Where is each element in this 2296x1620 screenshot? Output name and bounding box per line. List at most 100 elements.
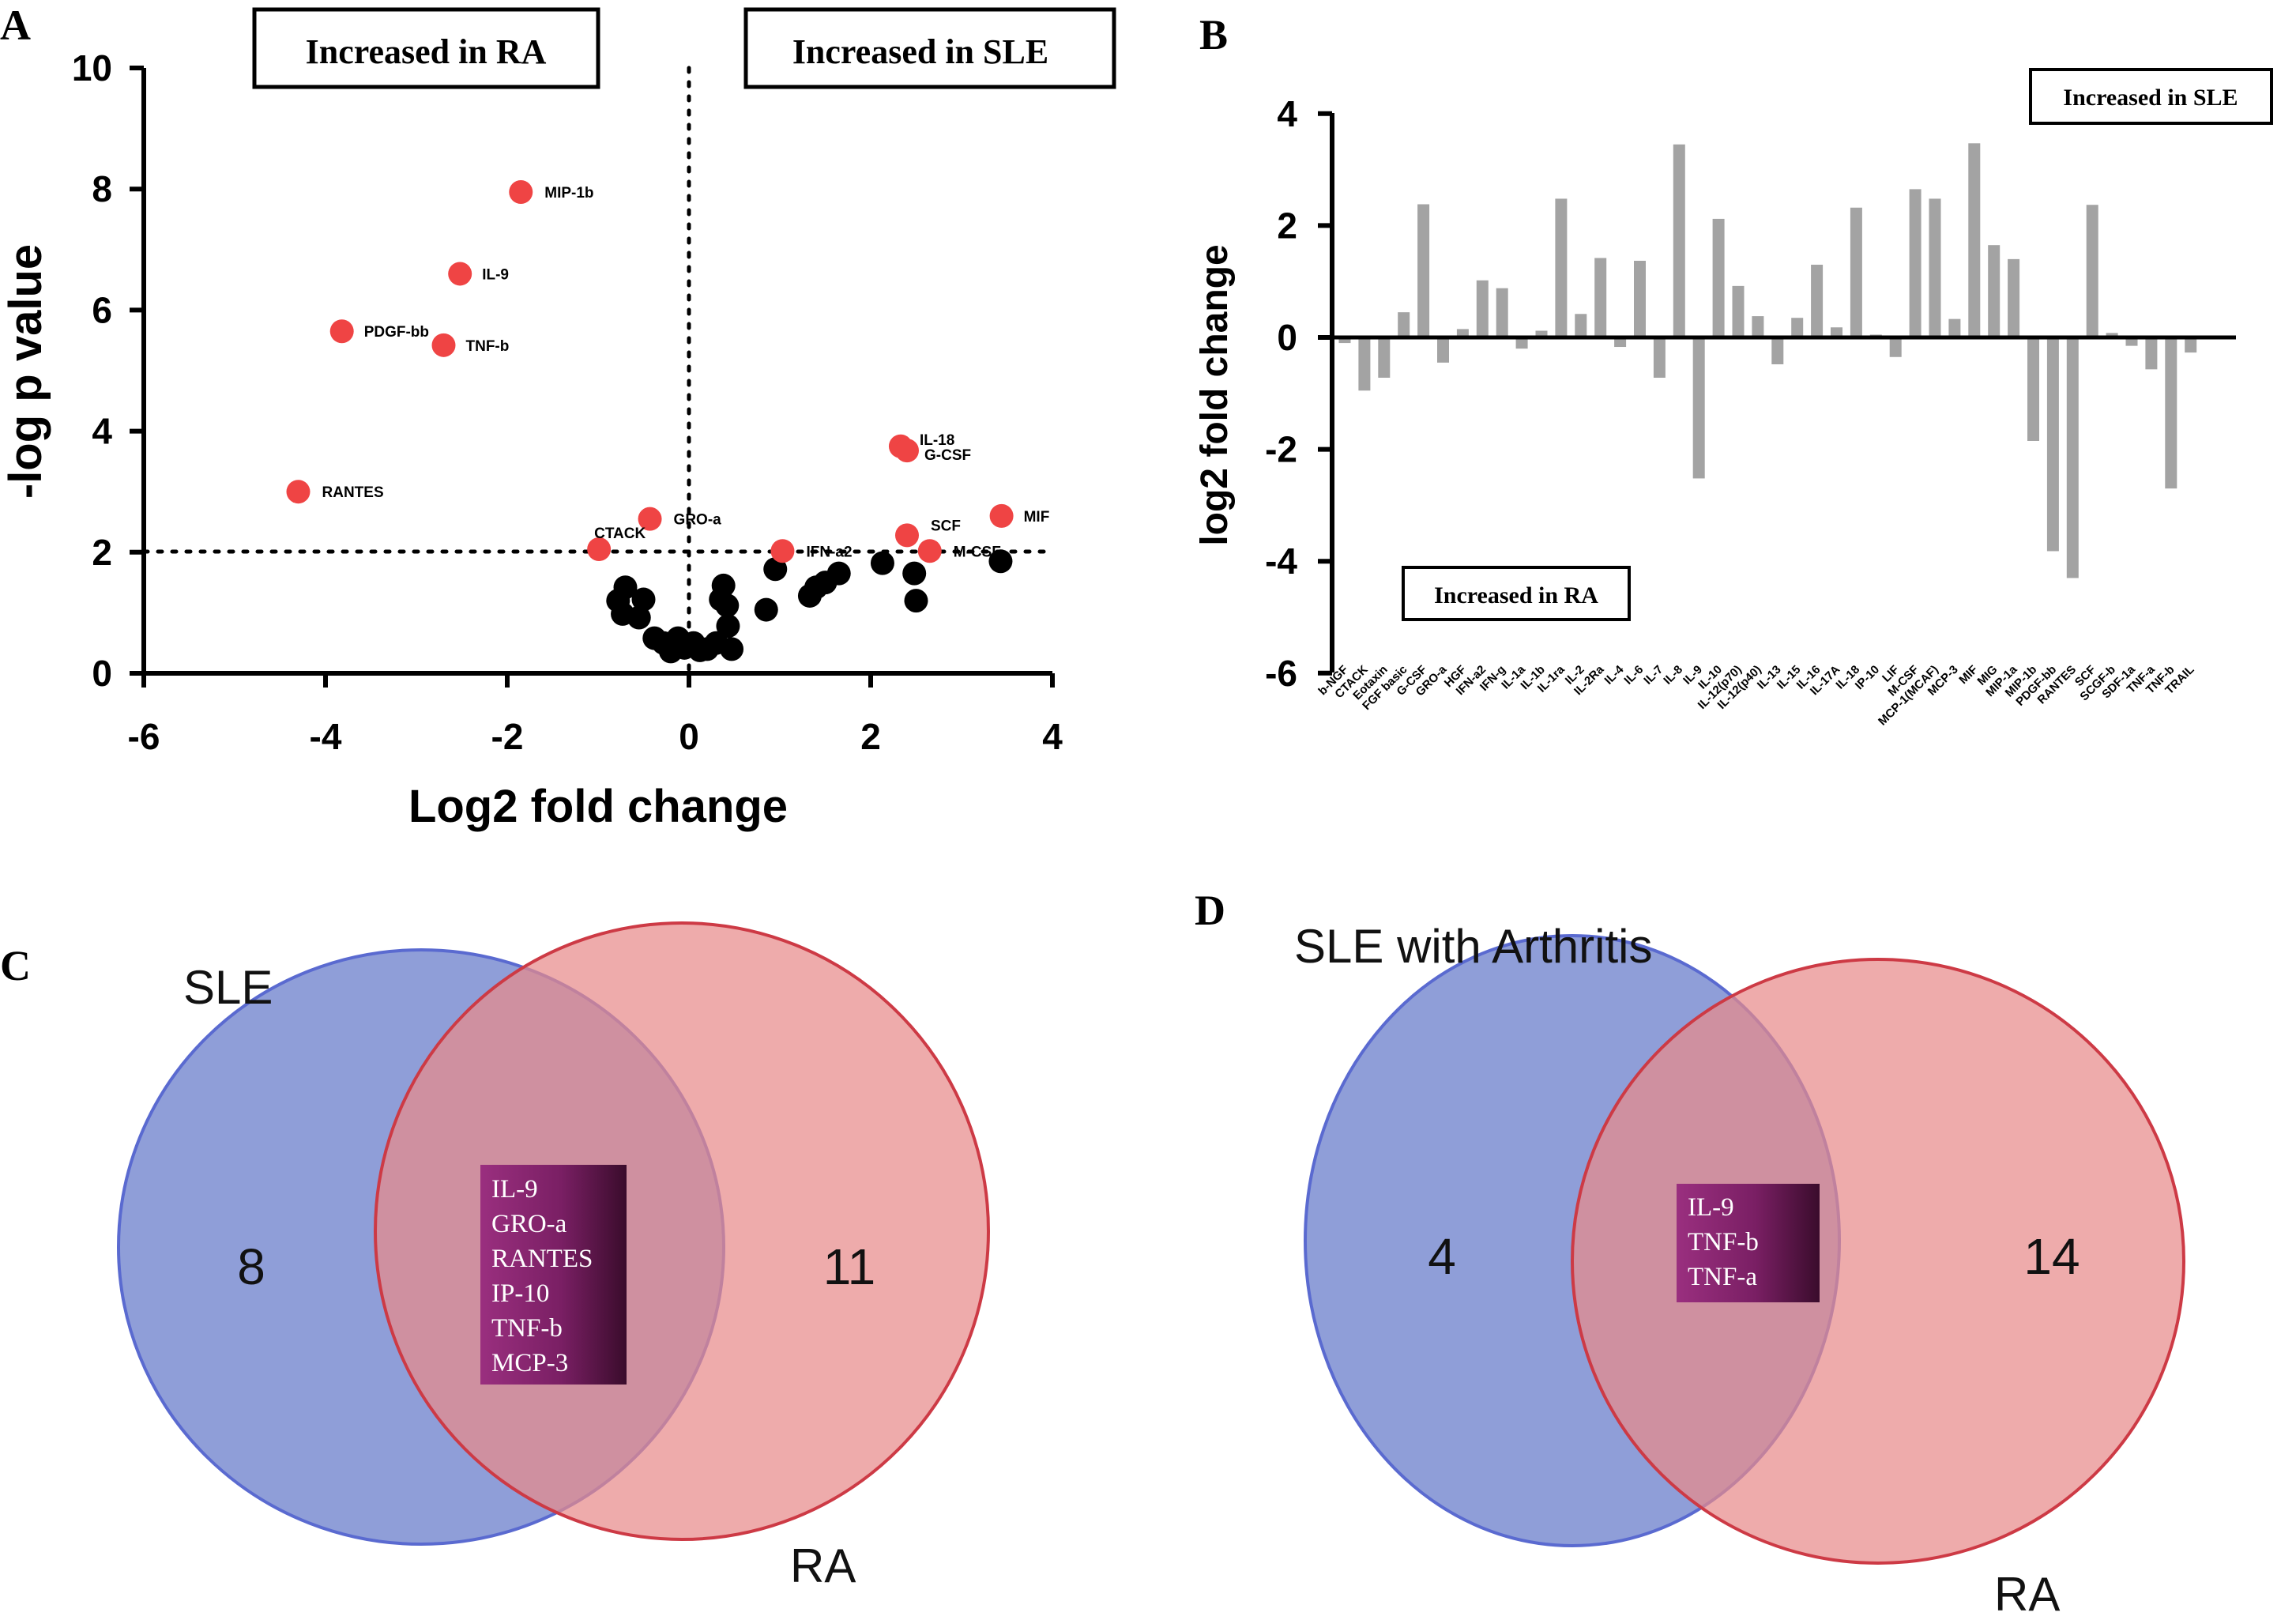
bar: [1732, 285, 1745, 337]
bar: [1673, 144, 1685, 337]
volcano-point-nonsignificant: [870, 551, 894, 575]
volcano-point-label: TNF-b: [466, 338, 510, 355]
bar: [1398, 312, 1410, 337]
venn-d-ra-circle: [1571, 958, 2185, 1565]
bar: [1889, 337, 1902, 357]
volcano-point-significant: [895, 523, 919, 548]
volcano-point-label: M-CSF: [954, 544, 1001, 560]
venn-c-shared-list: IL-9 GRO-a RANTES IP-10 TNF-b MCP-3: [491, 1175, 593, 1377]
bar: [1535, 330, 1548, 337]
bar-increased-in-ra-text: Increased in RA: [1434, 582, 1598, 608]
volcano-point-nonsignificant: [709, 587, 733, 612]
volcano-point-nonsignificant: [720, 637, 744, 661]
bar: [1988, 245, 2001, 337]
volcano-point-significant: [917, 539, 942, 563]
bar: [1771, 337, 1784, 364]
bar: [1929, 198, 1941, 337]
increased-in-ra-box: [252, 7, 600, 89]
venn-c-sle-label: SLE: [183, 961, 273, 1014]
volcano-point-nonsignificant: [631, 587, 656, 612]
volcano-point-label: MIF: [1024, 509, 1050, 526]
bar-y-tick-label: 0: [1277, 317, 1297, 358]
bar: [2086, 205, 2098, 337]
volcano-point-nonsignificant: [826, 561, 851, 586]
increased-in-ra-text: Increased in RA: [306, 32, 547, 71]
bar: [1496, 288, 1508, 337]
volcano-point-significant: [587, 537, 612, 561]
volcano-x-tick-label: -4: [310, 716, 342, 757]
venn-sle-arthritis-ra-panel: D SLE with Arthritis RA 4 14 IL-9 TNF-b TN…: [1195, 887, 2185, 1620]
bar: [1850, 207, 1862, 337]
volcano-y-axis-title: -log p value: [0, 244, 51, 499]
bar: [2106, 333, 2118, 337]
volcano-point-label: MIP-1b: [544, 185, 593, 202]
bar: [1358, 337, 1371, 391]
volcano-points: MIP-1b IL-9 PDGF-bb TNF-b RANTES GRO-a CTACK IL…: [286, 180, 1050, 664]
bar: [1614, 337, 1627, 348]
bar: [2185, 337, 2197, 353]
volcano-point-label: IFN-a2: [806, 544, 852, 560]
bar-category-label: MIF: [1956, 663, 1980, 687]
venn-c-shared-item: IL-9: [491, 1175, 538, 1204]
bar-increased-in-ra-box: [1402, 566, 1631, 621]
venn-c-shared-item: MCP-3: [491, 1349, 568, 1377]
bar: [2066, 337, 2079, 578]
venn-c-shared-box: [480, 1165, 627, 1385]
volcano-point-nonsignificant: [611, 601, 635, 626]
volcano-point-significant: [286, 480, 311, 504]
volcano-point-label: CTACK: [594, 526, 646, 542]
volcano-x-tick-label: -6: [128, 716, 160, 757]
venn-d-shared-box: [1677, 1184, 1820, 1302]
bar: [1594, 258, 1607, 337]
volcano-point-significant: [448, 262, 472, 286]
volcano-point-significant: [770, 539, 795, 563]
bar-category-label: IL-7: [1641, 663, 1666, 688]
bar-chart-panel: B Increased in SLE Increased in RA -6-4-…: [1194, 11, 2273, 729]
bar: [1811, 264, 1824, 337]
volcano-y-ticks: 0 2 4 6 8 10: [72, 47, 144, 694]
bar: [1555, 198, 1568, 337]
bar: [2145, 337, 2158, 370]
volcano-point-significant: [431, 333, 456, 357]
panel-b-label: B: [1199, 11, 1228, 58]
bar-y-tick-label: -2: [1265, 429, 1297, 470]
volcano-point-nonsignificant: [763, 557, 788, 582]
bar: [2125, 337, 2138, 346]
volcano-point-significant: [895, 439, 919, 463]
bar: [1791, 318, 1804, 337]
bar-category-label: IL-8: [1661, 663, 1685, 688]
venn-c-ra-count: 11: [823, 1238, 875, 1295]
bar: [1968, 143, 1981, 337]
bar-y-ticks: -6 -4 -2 0 2 4: [1265, 93, 1332, 694]
bar: [1575, 314, 1587, 337]
bar: [1752, 316, 1764, 337]
volcano-point-label: PDGF-bb: [364, 324, 429, 341]
volcano-point-label: IL-9: [482, 266, 509, 283]
panel-a-label: A: [0, 2, 31, 49]
venn-c-ra-circle: [374, 921, 990, 1541]
bar: [1948, 318, 1961, 337]
volcano-x-ticks: -6 -4 -2 0 2 4: [128, 673, 1063, 757]
bar-increased-in-sle-box: [2029, 68, 2273, 125]
volcano-x-tick-label: -2: [491, 716, 524, 757]
volcano-y-tick-label: 8: [92, 168, 112, 209]
bar-increased-in-sle-text: Increased in SLE: [2063, 85, 2238, 111]
bar-y-tick-label: -4: [1265, 541, 1297, 582]
venn-d-ra-count: 14: [2023, 1228, 2080, 1285]
volcano-point-label: RANTES: [322, 484, 384, 501]
venn-c-shared-item: TNF-b: [491, 1314, 563, 1343]
bar-y-axis-title: log2 fold change: [1194, 244, 1236, 545]
bar: [1634, 261, 1646, 337]
volcano-x-tick-label: 0: [679, 716, 699, 757]
bar: [2008, 258, 2020, 337]
volcano-point-nonsignificant: [902, 561, 927, 586]
venn-d-ra-label: RA: [1994, 1568, 2060, 1620]
venn-c-shared-item: RANTES: [491, 1245, 593, 1273]
venn-d-sle-arthritis-label: SLE with Arthritis: [1294, 920, 1653, 973]
bar-category-label: IL-4: [1602, 662, 1627, 687]
volcano-point-nonsignificant: [904, 589, 928, 613]
bar: [2165, 337, 2177, 489]
volcano-y-tick-label: 4: [92, 411, 112, 452]
volcano-point-significant: [989, 503, 1014, 528]
